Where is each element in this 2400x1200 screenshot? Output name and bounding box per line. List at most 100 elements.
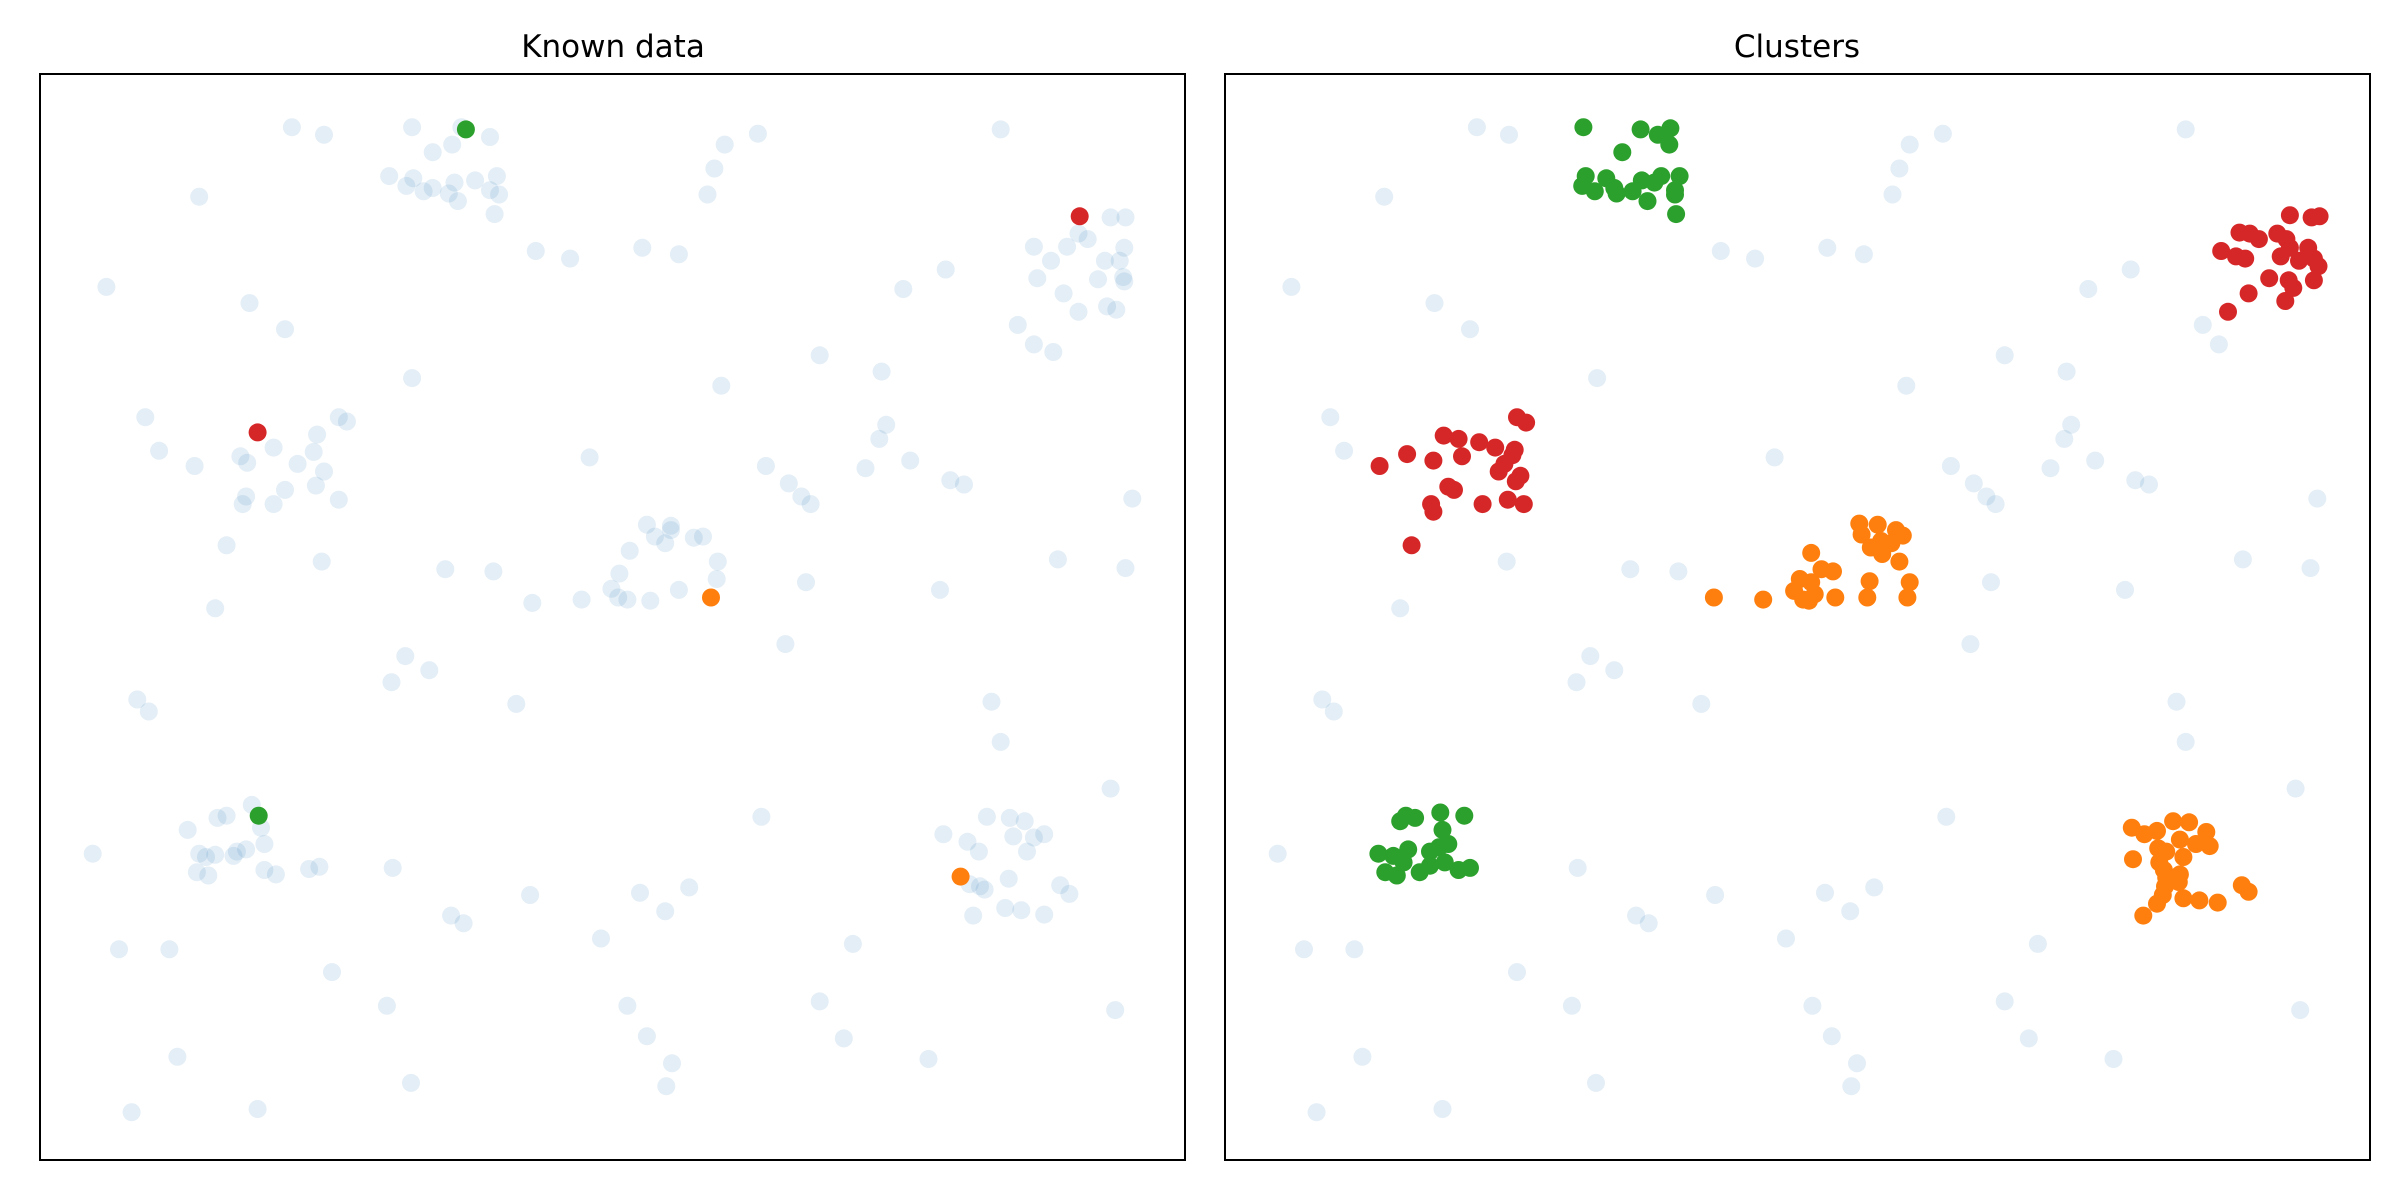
unlabeled-data-point xyxy=(1000,808,1019,827)
unlabeled-data-point xyxy=(637,1027,656,1046)
unlabeled-data-point xyxy=(843,934,862,953)
unlabeled-data-point xyxy=(423,179,442,197)
unclustered-data-point xyxy=(1706,886,1725,904)
unlabeled-data-point xyxy=(1048,550,1067,569)
cluster-point-orange xyxy=(1860,572,1879,591)
unlabeled-data-point xyxy=(1110,251,1129,270)
unclustered-data-point xyxy=(1746,249,1765,268)
clusters-title: Clusters xyxy=(1734,29,1860,65)
unlabeled-data-point xyxy=(991,120,1010,139)
unlabeled-data-point xyxy=(208,808,227,827)
unclustered-data-point xyxy=(1605,661,1624,680)
cluster-point-orange xyxy=(2190,891,2209,910)
unlabeled-data-point xyxy=(561,249,580,268)
unlabeled-data-point xyxy=(1078,230,1097,249)
unlabeled-data-point xyxy=(580,448,599,467)
unlabeled-data-point xyxy=(266,865,285,884)
labeled-data-point-red xyxy=(1070,207,1089,226)
known-data-axes-frame xyxy=(39,73,1186,1161)
unlabeled-data-point xyxy=(315,462,333,481)
unclustered-data-point xyxy=(2301,559,2320,578)
unclustered-data-point xyxy=(1639,914,1658,933)
unlabeled-data-point xyxy=(490,185,509,204)
unlabeled-data-point xyxy=(168,1047,187,1066)
cluster-point-green xyxy=(1613,143,1632,162)
unclustered-data-point xyxy=(1567,673,1586,692)
unclustered-data-point xyxy=(2176,732,2195,751)
cluster-point-red xyxy=(1506,472,1525,491)
unclustered-data-point xyxy=(2057,362,2076,381)
cluster-point-red xyxy=(2290,251,2308,270)
unlabeled-data-point xyxy=(1115,272,1134,291)
unlabeled-data-point xyxy=(982,692,1001,711)
cluster-point-green xyxy=(1623,182,1642,201)
unlabeled-data-point xyxy=(122,1103,141,1122)
cluster-point-red xyxy=(1517,413,1536,432)
unlabeled-data-point xyxy=(150,441,169,460)
cluster-point-green xyxy=(1607,184,1626,203)
unlabeled-data-point xyxy=(454,914,473,933)
unlabeled-data-point xyxy=(199,866,218,885)
cluster-point-red xyxy=(1514,495,1533,514)
unlabeled-data-point xyxy=(523,593,542,612)
unlabeled-data-point xyxy=(1115,238,1134,257)
unlabeled-data-point xyxy=(1106,1001,1125,1020)
unclustered-data-point xyxy=(1711,242,1730,260)
unlabeled-data-point xyxy=(487,167,506,186)
unclustered-data-point xyxy=(2019,1029,2038,1048)
unlabeled-data-point xyxy=(1060,884,1079,903)
unlabeled-data-point xyxy=(329,490,348,509)
unclustered-data-point xyxy=(1822,1027,1841,1046)
unlabeled-data-point xyxy=(466,171,485,190)
cluster-point-red xyxy=(1503,446,1522,465)
unclustered-data-point xyxy=(1865,878,1884,897)
unlabeled-data-point xyxy=(618,996,637,1015)
unlabeled-data-point xyxy=(756,457,775,475)
cluster-point-orange xyxy=(1802,543,1821,562)
unlabeled-data-point xyxy=(637,515,656,534)
cluster-point-green xyxy=(1391,812,1410,831)
unlabeled-data-point xyxy=(999,869,1018,888)
cluster-point-orange xyxy=(1824,562,1842,581)
unclustered-data-point xyxy=(2167,692,2186,711)
unlabeled-data-point xyxy=(403,118,422,137)
unlabeled-data-point xyxy=(396,647,415,666)
labeled-data-point-orange xyxy=(951,867,970,886)
unlabeled-data-point xyxy=(445,173,464,192)
unlabeled-data-point xyxy=(1123,489,1142,508)
unclustered-data-point xyxy=(1562,996,1581,1015)
unlabeled-data-point xyxy=(1024,237,1043,256)
unlabeled-data-point xyxy=(160,940,179,959)
unlabeled-data-point xyxy=(178,820,197,839)
cluster-point-orange xyxy=(1800,591,1818,610)
unlabeled-data-point xyxy=(919,1050,938,1068)
cluster-point-green xyxy=(1369,844,1388,863)
cluster-point-orange xyxy=(1826,588,1845,607)
cluster-point-orange xyxy=(1873,545,1892,563)
unlabeled-data-point xyxy=(834,1029,853,1048)
unlabeled-data-point xyxy=(197,848,215,866)
unlabeled-data-point xyxy=(715,135,734,154)
unclustered-data-point xyxy=(1500,125,1518,144)
cluster-point-red xyxy=(2249,230,2268,249)
unclustered-data-point xyxy=(1854,245,1873,264)
unlabeled-data-point xyxy=(975,880,994,899)
unlabeled-data-point xyxy=(1054,284,1073,303)
unlabeled-data-point xyxy=(231,447,250,466)
unclustered-data-point xyxy=(2055,429,2074,448)
cluster-point-green xyxy=(1660,135,1679,154)
unlabeled-data-point xyxy=(1107,300,1126,319)
unclustered-data-point xyxy=(2086,451,2105,470)
cluster-point-green xyxy=(1433,820,1452,839)
unlabeled-data-point xyxy=(1004,827,1023,846)
cluster-point-green xyxy=(1661,119,1680,138)
cluster-point-orange xyxy=(2174,889,2193,908)
clusters-axes-frame xyxy=(1224,73,2371,1161)
cluster-point-red xyxy=(1424,451,1443,470)
cluster-point-red xyxy=(1486,438,1505,457)
unlabeled-data-point xyxy=(1116,559,1135,578)
unlabeled-data-point xyxy=(996,899,1015,917)
unlabeled-data-point xyxy=(308,425,327,444)
unlabeled-data-point xyxy=(337,412,356,431)
unlabeled-data-point xyxy=(526,242,545,260)
